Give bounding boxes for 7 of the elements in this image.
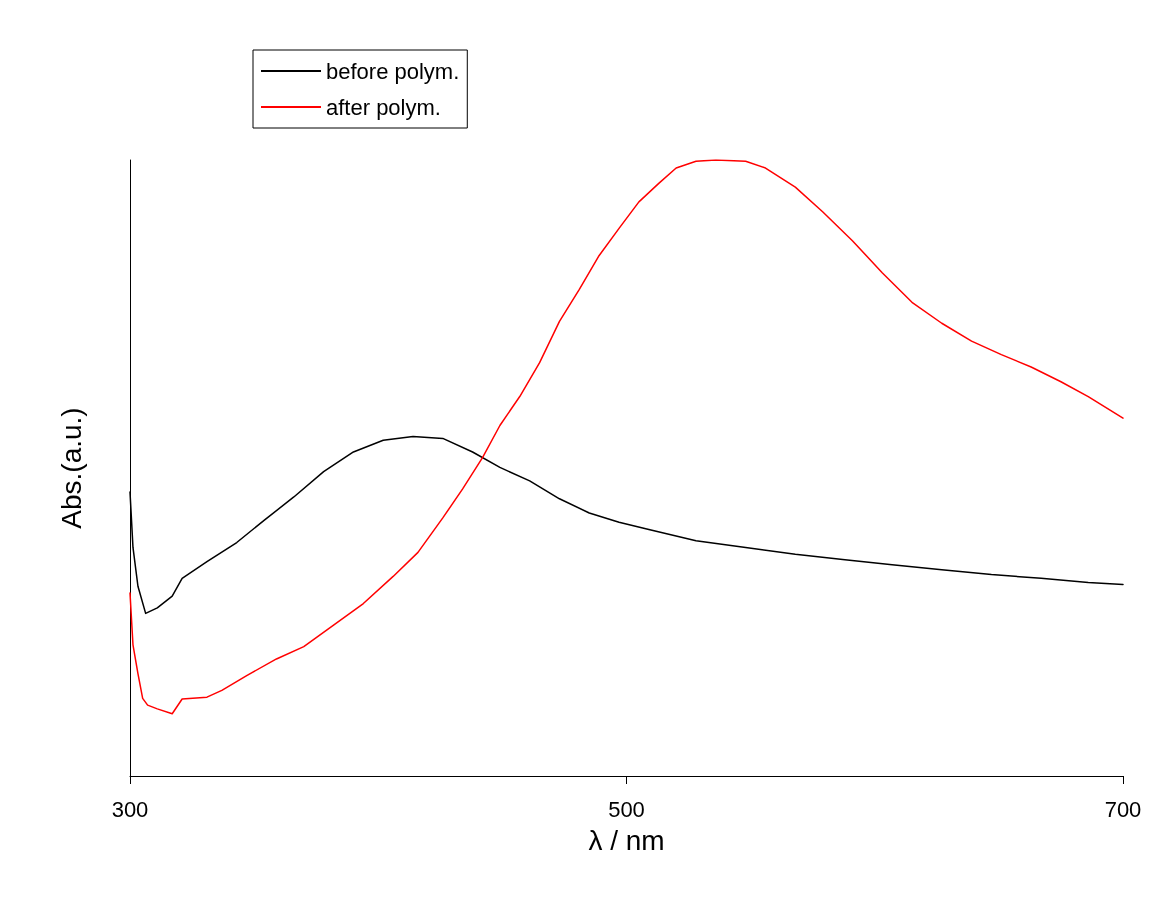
x-axis-title: λ / nm	[588, 824, 665, 856]
x-tick-label: 500	[608, 796, 645, 822]
x-tick-label: 700	[1104, 796, 1142, 822]
legend-label: after polym.	[326, 94, 441, 120]
legend-label: before polym.	[326, 58, 460, 84]
y-axis-title: Abs.(a.u.)	[55, 407, 87, 529]
x-tick-label: 300	[111, 796, 149, 822]
